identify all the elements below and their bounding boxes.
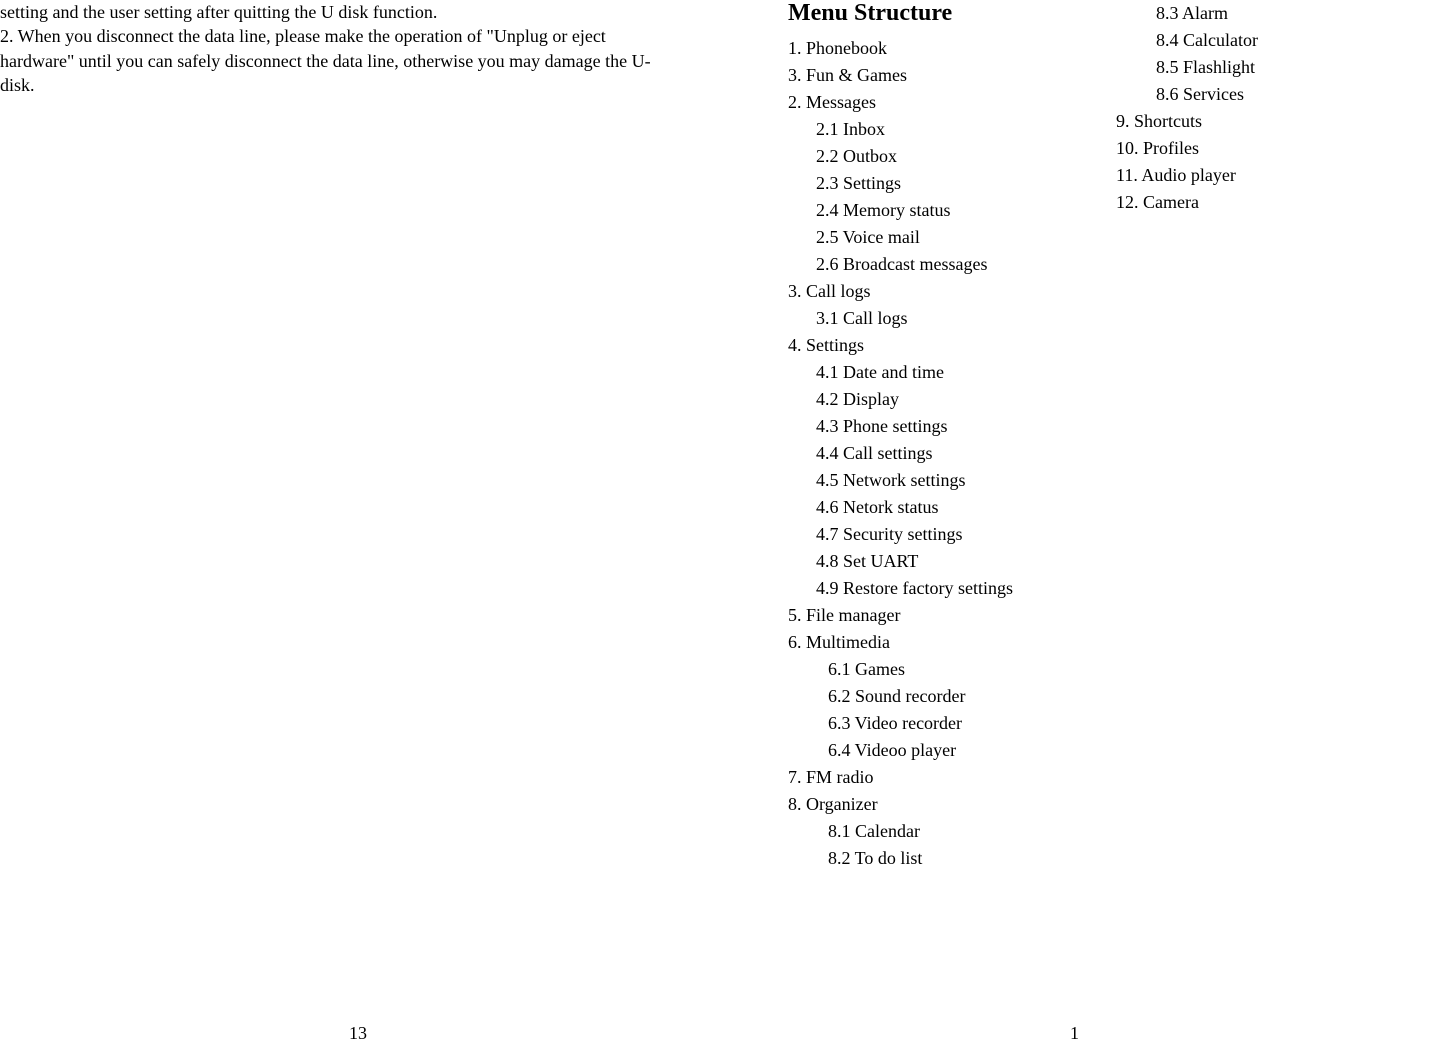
menu-item: 1. Phonebook [788, 35, 1088, 62]
menu-item: 6.1 Games [788, 656, 1088, 683]
menu-item: 9. Shortcuts [1116, 108, 1416, 135]
menu-item: 2.5 Voice mail [788, 224, 1088, 251]
menu-item: 2.1 Inbox [788, 116, 1088, 143]
menu-column-1: Menu Structure 1. Phonebook3. Fun & Game… [788, 0, 1088, 872]
left-page: setting and the user setting after quitt… [0, 0, 716, 1054]
menu-item: 2. Messages [788, 89, 1088, 116]
menu-item: 12. Camera [1116, 189, 1416, 216]
menu-item: 5. File manager [788, 602, 1088, 629]
menu-item: 3. Call logs [788, 278, 1088, 305]
left-page-number: 13 [0, 1023, 716, 1044]
menu-item: 4.9 Restore factory settings [788, 575, 1088, 602]
menu-item: 3.1 Call logs [788, 305, 1088, 332]
menu-item: 4.6 Netork status [788, 494, 1088, 521]
menu-item: 6.3 Video recorder [788, 710, 1088, 737]
menu-item: 2.6 Broadcast messages [788, 251, 1088, 278]
menu-item: 11. Audio player [1116, 162, 1416, 189]
menu-column-2: 8.3 Alarm8.4 Calculator8.5 Flashlight8.6… [1116, 0, 1416, 216]
menu-item: 10. Profiles [1116, 135, 1416, 162]
menu-item: 4.7 Security settings [788, 521, 1088, 548]
menu-structure-heading: Menu Structure [788, 0, 1088, 27]
menu-item: 8. Organizer [788, 791, 1088, 818]
menu-item: 8.2 To do list [788, 845, 1088, 872]
menu-item: 8.1 Calendar [788, 818, 1088, 845]
menu-list-1: 1. Phonebook3. Fun & Games2. Messages2.1… [788, 35, 1088, 872]
menu-item: 4.8 Set UART [788, 548, 1088, 575]
menu-item: 4. Settings [788, 332, 1088, 359]
menu-list-2: 8.3 Alarm8.4 Calculator8.5 Flashlight8.6… [1116, 0, 1416, 216]
menu-item: 4.5 Network settings [788, 467, 1088, 494]
menu-item: 6. Multimedia [788, 629, 1088, 656]
menu-item: 8.4 Calculator [1116, 27, 1416, 54]
menu-item: 7. FM radio [788, 764, 1088, 791]
menu-item: 4.3 Phone settings [788, 413, 1088, 440]
menu-item: 4.4 Call settings [788, 440, 1088, 467]
right-page: Menu Structure 1. Phonebook3. Fun & Game… [716, 0, 1433, 1054]
left-text-column: setting and the user setting after quitt… [0, 0, 660, 97]
paragraph-1: setting and the user setting after quitt… [0, 0, 660, 24]
menu-item: 4.1 Date and time [788, 359, 1088, 386]
menu-item: 2.2 Outbox [788, 143, 1088, 170]
right-page-number: 1 [716, 1023, 1433, 1044]
menu-item: 3. Fun & Games [788, 62, 1088, 89]
menu-item: 6.4 Videoo player [788, 737, 1088, 764]
paragraph-2: 2. When you disconnect the data line, pl… [0, 24, 660, 97]
menu-item: 2.3 Settings [788, 170, 1088, 197]
menu-item: 2.4 Memory status [788, 197, 1088, 224]
menu-item: 8.5 Flashlight [1116, 54, 1416, 81]
menu-item: 8.6 Services [1116, 81, 1416, 108]
menu-item: 6.2 Sound recorder [788, 683, 1088, 710]
menu-item: 8.3 Alarm [1116, 0, 1416, 27]
menu-item: 4.2 Display [788, 386, 1088, 413]
